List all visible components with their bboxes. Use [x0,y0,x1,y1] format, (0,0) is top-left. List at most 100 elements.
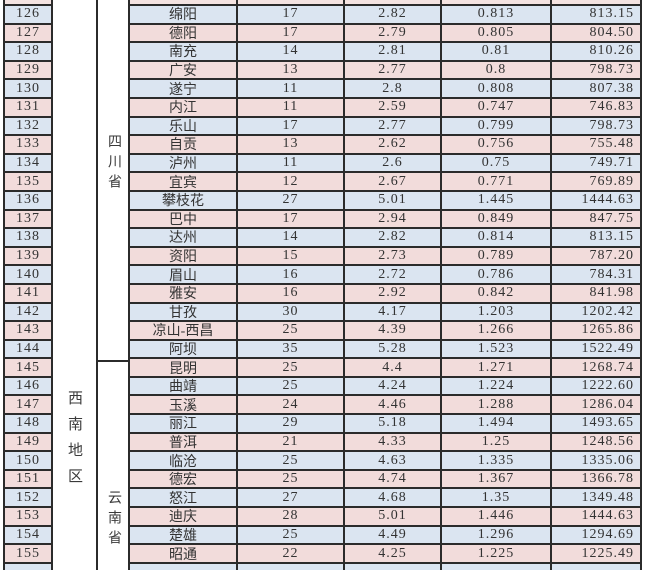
value-cell-4: 787.20 [550,247,642,267]
row-number-cell: 133 [3,136,53,155]
merged-columns-gap [53,545,128,564]
value-cell-1: 30 [236,303,343,323]
value-cell-1: 28 [236,508,343,527]
merged-columns-gap [53,284,128,304]
value-cell-1: 25 [236,322,343,341]
value-cell-3: 1.446 [440,508,550,527]
partial-row-bottom [0,563,646,570]
table-row: 147 玉溪 24 4.46 1.288 1286.04 [0,396,646,416]
city-cell: 绵阳 [128,6,236,25]
table-row: 146 曲靖 25 4.24 1.224 1222.60 [0,377,646,397]
value-cell-2: 2.77 [343,61,440,81]
merged-columns-gap [53,322,128,341]
value-cell-3: 1.335 [440,452,550,471]
value-cell-1: 35 [236,340,343,360]
value-cell-1: 14 [236,43,343,62]
city-cell: 内江 [128,98,236,118]
value-cell-3: 0.75 [440,154,550,174]
right-margin [642,62,646,81]
right-margin [642,229,646,248]
value-cell-3: 0.81 [440,43,550,62]
merged-columns-gap [53,433,128,453]
merged-columns-gap [53,210,128,230]
value-cell [550,563,642,570]
table-row: 140 眉山 16 2.72 0.786 784.31 [0,266,646,285]
city-cell: 宜宾 [128,173,236,192]
value-cell-1: 17 [236,6,343,25]
value-cell-4: 798.73 [550,117,642,137]
value-cell-4: 1294.69 [550,526,642,546]
value-cell-4: 1222.60 [550,377,642,397]
city-cell: 玉溪 [128,396,236,416]
row-number-cell: 127 [3,24,53,44]
value-cell-2: 4.25 [343,545,440,564]
merged-columns-gap [53,377,128,397]
city-cell: 眉山 [128,266,236,285]
value-cell-3: 1.203 [440,303,550,323]
value-cell-3: 1.25 [440,433,550,453]
row-number-cell: 131 [3,98,53,118]
value-cell-3: 1.367 [440,470,550,490]
table-rows: 126 绵阳 17 2.82 0.813 813.15 127 德阳 17 2.… [0,6,646,564]
right-margin [642,136,646,155]
value-cell-1: 25 [236,452,343,471]
right-margin [642,527,646,546]
value-cell-3: 1.266 [440,322,550,341]
right-margin [642,285,646,304]
value-cell-4: 769.89 [550,173,642,192]
value-cell-1: 15 [236,247,343,267]
city-cell: 自贡 [128,136,236,155]
province-merged-cell-sichuan: 四川省 [98,132,128,196]
value-cell-2: 5.18 [343,415,440,434]
value-cell-2: 2.77 [343,117,440,137]
row-number-cell: 141 [3,284,53,304]
table-row: 136 攀枝花 27 5.01 1.445 1444.63 [0,191,646,211]
value-cell-3: 1.224 [440,377,550,397]
table-row: 155 昭通 22 4.25 1.225 1225.49 [0,545,646,564]
value-cell-3: 0.756 [440,136,550,155]
value-cell-4: 1366.78 [550,470,642,490]
merged-columns-gap [53,303,128,323]
merged-columns-gap [53,0,128,6]
value-cell-3: 0.747 [440,98,550,118]
table-row: 148 丽江 29 5.18 1.494 1493.65 [0,415,646,434]
city-cell: 楚雄 [128,526,236,546]
table-row: 143 凉山-西昌 25 4.39 1.266 1265.86 [0,322,646,341]
value-cell-4: 810.26 [550,43,642,62]
value-cell-2: 4.46 [343,396,440,416]
value-cell [236,0,343,6]
value-cell-2: 2.59 [343,98,440,118]
value-cell-2: 4.63 [343,452,440,471]
value-cell-1: 25 [236,359,343,378]
value-cell-1: 24 [236,396,343,416]
value-cell-3: 0.786 [440,266,550,285]
row-number-cell: 135 [3,173,53,192]
merged-columns-gap [53,526,128,546]
right-margin [642,508,646,527]
merged-columns-gap [53,415,128,434]
value-cell-1: 11 [236,98,343,118]
value-cell-2: 2.73 [343,247,440,267]
value-cell-2: 5.01 [343,508,440,527]
value-cell-3: 1.35 [440,489,550,509]
value-cell-4: 798.73 [550,61,642,81]
city-cell: 资阳 [128,247,236,267]
merged-columns-gap [53,563,128,570]
value-cell-4: 807.38 [550,80,642,99]
value-cell-2: 2.82 [343,6,440,25]
table-row: 139 资阳 15 2.73 0.789 787.20 [0,247,646,267]
province-label-yunnan: 云南省 [106,490,121,550]
right-margin [642,25,646,44]
value-cell-3: 1.445 [440,191,550,211]
value-cell-2: 2.67 [343,173,440,192]
row-number-cell: 137 [3,210,53,230]
city-cell: 德宏 [128,470,236,490]
table-row: 126 绵阳 17 2.82 0.813 813.15 [0,6,646,25]
row-number-cell: 145 [3,359,53,378]
merged-columns-gap [53,136,128,155]
value-cell-2: 2.94 [343,210,440,230]
right-margin [642,6,646,25]
value-cell-4: 841.98 [550,284,642,304]
city-cell: 昭通 [128,545,236,564]
right-margin [642,378,646,397]
